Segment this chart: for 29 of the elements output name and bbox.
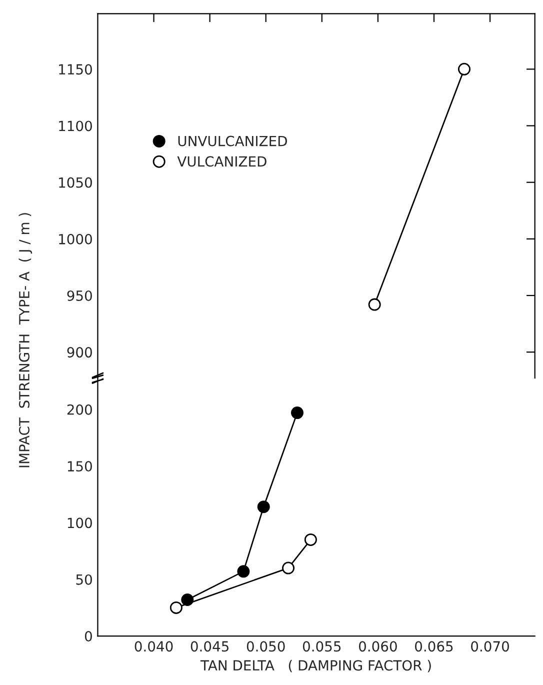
- x-tick-label: 0.045: [190, 641, 228, 652]
- point: [181, 594, 194, 606]
- point: [282, 562, 295, 574]
- y-tick-label: 150: [68, 461, 92, 472]
- x-tick-label: 0.060: [358, 641, 397, 652]
- legend-label: UNVULCANIZED: [178, 136, 287, 146]
- point: [304, 533, 317, 546]
- y-tick-label: 1150: [59, 64, 92, 75]
- y-tick-label: 950: [67, 290, 92, 301]
- y-tick-label: 100: [68, 518, 92, 528]
- point: [257, 500, 270, 514]
- y-tick-label: 1100: [59, 120, 92, 132]
- point: [237, 565, 250, 578]
- y-tick-label: 1000: [59, 234, 92, 244]
- point: [290, 406, 304, 420]
- y-axis-title: IMPACT STRENGTH TYPE- A ( J / m ): [18, 213, 32, 468]
- x-tick-label: 0.040: [134, 641, 173, 652]
- x-tick-label: 0.070: [471, 641, 509, 652]
- x-tick-label: 0.055: [302, 641, 341, 652]
- point: [170, 601, 182, 614]
- x-tick-label: 0.050: [246, 641, 285, 652]
- legend-label: VULCANIZED: [177, 156, 266, 167]
- y-tick-label: 200: [67, 404, 92, 415]
- y-tick-label: 900: [67, 347, 92, 358]
- x-tick-label: 0.065: [415, 641, 453, 652]
- x-axis-title: TAN DELTA ( DAMPING FACTOR ): [200, 660, 431, 672]
- y-tick-label: 50: [76, 574, 92, 585]
- y-tick-label: 1050: [59, 177, 92, 188]
- y-tick-label: 0: [84, 630, 92, 642]
